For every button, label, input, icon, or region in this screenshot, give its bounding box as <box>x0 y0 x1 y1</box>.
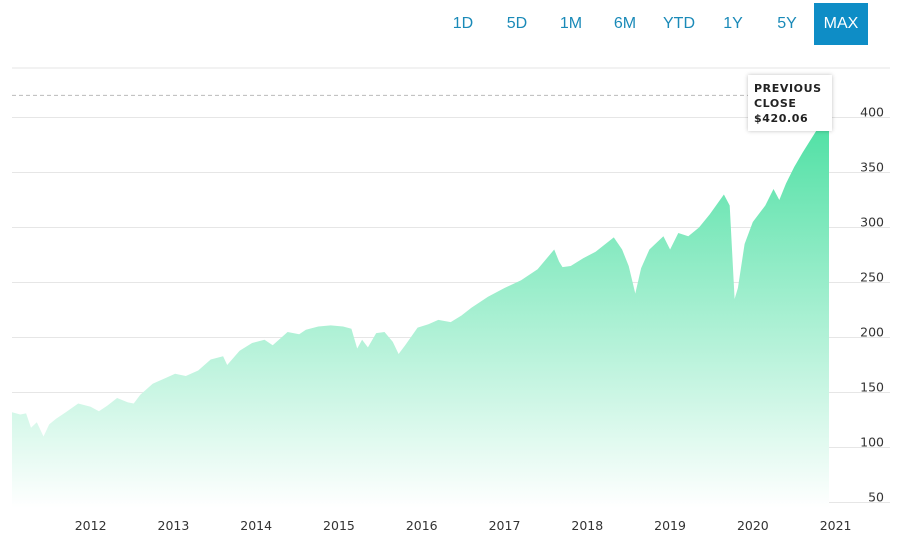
range-button-5d[interactable]: 5D <box>506 15 528 32</box>
range-button-1m[interactable]: 1M <box>559 15 583 32</box>
x-tick-label: 2020 <box>737 518 769 533</box>
x-tick-label: 2014 <box>240 518 272 533</box>
x-tick-label: 2015 <box>323 518 355 533</box>
callout-value: $420.06 <box>754 112 809 125</box>
y-axis-labels: 50 100 150 200 250 300 350 400 <box>860 105 884 505</box>
y-tick-label: 50 <box>868 490 884 505</box>
x-axis-labels: 2012 2013 2014 2015 2016 2017 2018 2019 2020 2021 <box>75 518 852 533</box>
callout-line-2: CLOSE <box>754 97 797 110</box>
range-button-5y[interactable]: 5Y <box>777 15 797 32</box>
y-tick-label: 300 <box>860 215 884 230</box>
x-tick-label: 2012 <box>75 518 107 533</box>
range-button-1y[interactable]: 1Y <box>723 15 743 32</box>
x-tick-label: 2018 <box>571 518 603 533</box>
range-button-6m[interactable]: 6M <box>613 15 637 32</box>
range-button-max[interactable]: MAX <box>814 3 868 45</box>
x-tick-label: 2017 <box>489 518 521 533</box>
y-tick-label: 350 <box>860 160 884 175</box>
y-tick-label: 250 <box>860 270 884 285</box>
x-tick-label: 2013 <box>158 518 190 533</box>
y-tick-label: 100 <box>860 435 884 450</box>
x-tick-label: 2016 <box>406 518 438 533</box>
x-tick-label: 2019 <box>654 518 686 533</box>
x-tick-label: 2021 <box>820 518 852 533</box>
time-range-selector: 1D 5D 1M 6M YTD 1Y 5Y MAX <box>436 3 868 45</box>
range-button-ytd[interactable]: YTD <box>663 15 695 32</box>
y-tick-label: 150 <box>860 380 884 395</box>
callout-line-1: PREVIOUS <box>754 82 822 95</box>
previous-close-callout: PREVIOUS CLOSE $420.06 <box>748 75 832 131</box>
price-area <box>12 121 829 509</box>
range-button-1d[interactable]: 1D <box>452 15 474 32</box>
y-tick-label: 400 <box>860 105 884 120</box>
y-tick-label: 200 <box>860 325 884 340</box>
